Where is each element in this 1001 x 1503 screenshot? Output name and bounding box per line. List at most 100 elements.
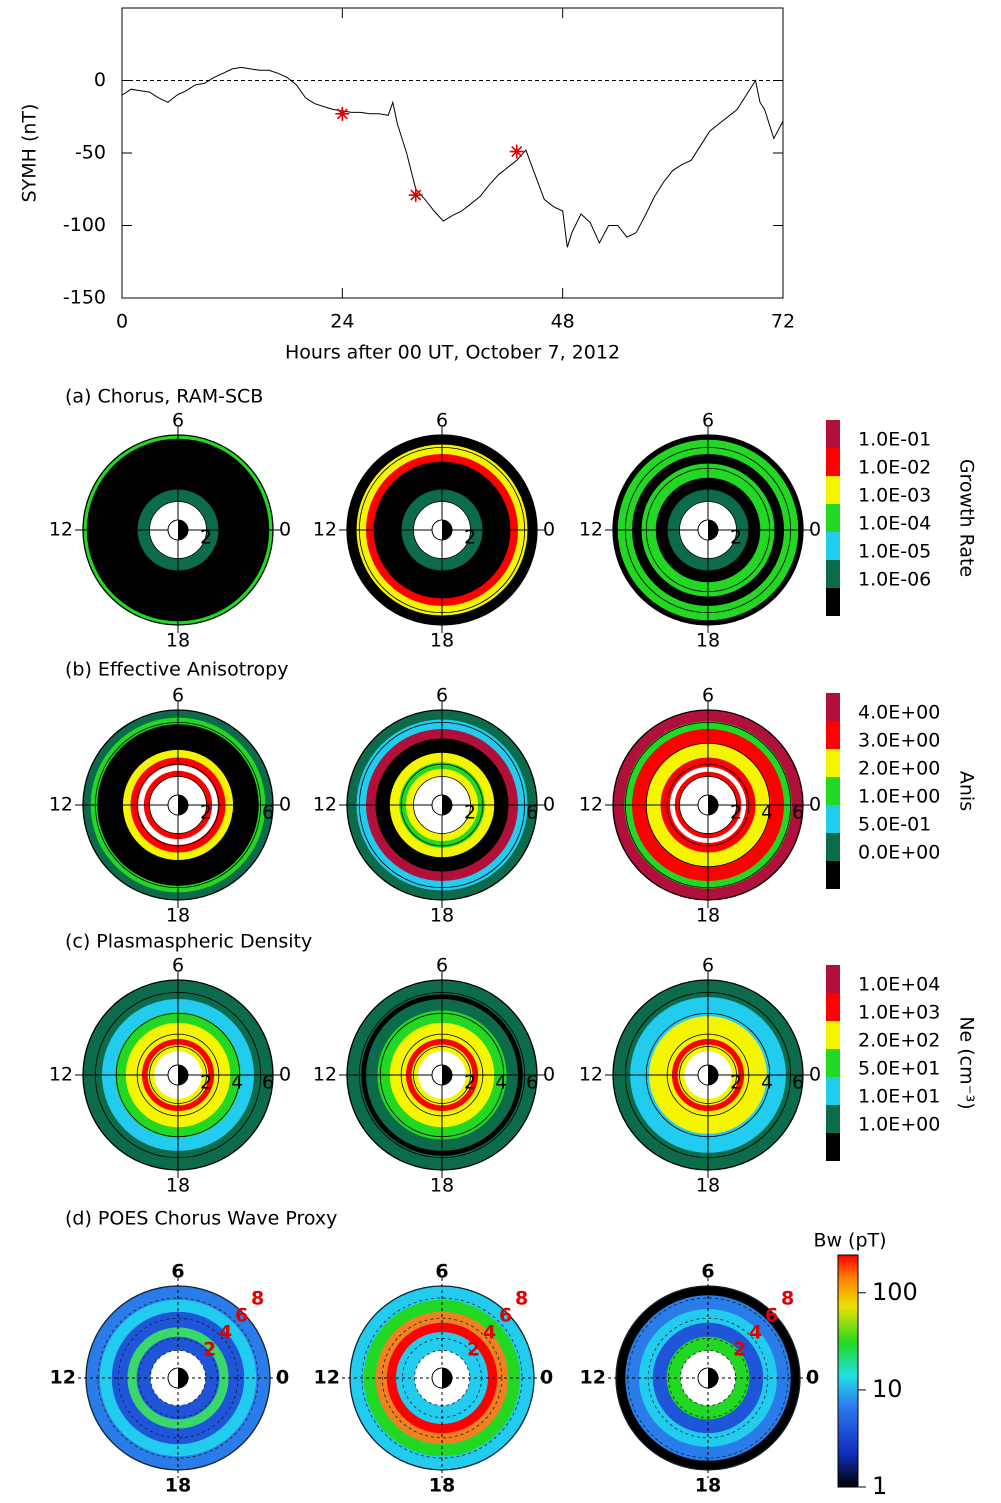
colorbar-level: 1.0E+04 bbox=[858, 974, 940, 996]
colorbar-block bbox=[826, 993, 840, 1021]
radius-label: 2 bbox=[730, 1072, 742, 1094]
panel-title: (c) Plasmaspheric Density bbox=[65, 931, 312, 953]
polar-panel: 6120182468 bbox=[580, 1261, 820, 1497]
angle-label: 18 bbox=[430, 1175, 454, 1197]
colorbar-tick-label: 100 bbox=[872, 1278, 918, 1306]
colorbar-tick-label: 10 bbox=[872, 1375, 903, 1403]
y-tick-label: -100 bbox=[63, 214, 106, 236]
colorbar-block bbox=[826, 777, 840, 805]
x-tick-label: 0 bbox=[116, 311, 128, 333]
panel-title: (d) POES Chorus Wave Proxy bbox=[65, 1208, 337, 1230]
angle-label: 6 bbox=[172, 410, 184, 432]
colorbar-block bbox=[826, 1105, 840, 1133]
radius-label: 2 bbox=[464, 802, 476, 824]
angle-label: 12 bbox=[580, 1367, 606, 1389]
radius-label: 6 bbox=[792, 1072, 804, 1094]
angle-label: 6 bbox=[436, 955, 448, 977]
angle-label: 12 bbox=[313, 794, 337, 816]
radius-label: 2 bbox=[733, 1339, 746, 1361]
radius-label: 4 bbox=[231, 802, 243, 824]
y-tick-label: 0 bbox=[94, 69, 106, 91]
angle-label: 18 bbox=[696, 630, 720, 652]
colorbar-level: 2.0E+00 bbox=[858, 758, 940, 780]
angle-label: 12 bbox=[314, 1367, 340, 1389]
figure: 02448720-50-100-150Hours after 00 UT, Oc… bbox=[0, 0, 1001, 1499]
polar-panel: 612018246 bbox=[49, 685, 291, 927]
colorbar-level: 1.0E-04 bbox=[858, 513, 931, 535]
angle-label: 0 bbox=[809, 519, 821, 541]
colorbar-block bbox=[826, 861, 840, 889]
colorbar-level: 2.0E+02 bbox=[858, 1030, 940, 1052]
radius-label: 2 bbox=[200, 802, 212, 824]
angle-label: 0 bbox=[279, 519, 291, 541]
y-axis-label: SYMH (nT) bbox=[19, 104, 41, 203]
angle-label: 0 bbox=[809, 794, 821, 816]
panel-title: (a) Chorus, RAM-SCB bbox=[65, 386, 263, 408]
radius-label: 4 bbox=[761, 1072, 773, 1094]
colorbar-level: 3.0E+00 bbox=[858, 730, 940, 752]
angle-label: 18 bbox=[166, 1175, 190, 1197]
radius-label: 2 bbox=[200, 527, 212, 549]
radius-label: 4 bbox=[483, 1322, 496, 1344]
radius-label: 4 bbox=[495, 1072, 507, 1094]
angle-label: 6 bbox=[171, 1261, 184, 1283]
colorbar-level: 1.0E-02 bbox=[858, 457, 931, 479]
angle-label: 12 bbox=[313, 519, 337, 541]
colorbar-block bbox=[826, 504, 840, 532]
colorbar-level: 1.0E+00 bbox=[858, 1114, 940, 1136]
radius-label: 8 bbox=[251, 1288, 264, 1310]
colorbar-level: 1.0E-03 bbox=[858, 485, 931, 507]
angle-label: 0 bbox=[543, 519, 555, 541]
colorbar-level: 1.0E-05 bbox=[858, 541, 931, 563]
angle-label: 18 bbox=[166, 630, 190, 652]
polar-panel: 6120182 bbox=[313, 410, 555, 652]
angle-label: 6 bbox=[702, 410, 714, 432]
angle-label: 12 bbox=[579, 794, 603, 816]
radius-label: 4 bbox=[231, 1072, 243, 1094]
angle-label: 18 bbox=[429, 1475, 455, 1497]
radius-label: 6 bbox=[526, 1072, 538, 1094]
x-tick-label: 24 bbox=[330, 311, 354, 333]
x-tick-label: 72 bbox=[771, 311, 795, 333]
colorbar-block bbox=[826, 1049, 840, 1077]
radius-label: 4 bbox=[219, 1322, 232, 1344]
colorbar-block bbox=[826, 693, 840, 721]
radius-label: 6 bbox=[235, 1305, 248, 1327]
colorbar-block bbox=[826, 1021, 840, 1049]
colorbar-level: 0.0E+00 bbox=[858, 842, 940, 864]
colorbar-level: 1.0E-01 bbox=[858, 429, 931, 451]
angle-label: 6 bbox=[702, 685, 714, 707]
angle-label: 0 bbox=[806, 1367, 819, 1389]
angle-label: 12 bbox=[49, 519, 73, 541]
colorbar-block bbox=[826, 588, 840, 616]
radius-label: 2 bbox=[730, 527, 742, 549]
colorbar-level: 5.0E-01 bbox=[858, 814, 931, 836]
angle-label: 0 bbox=[543, 794, 555, 816]
colorbar-block bbox=[826, 448, 840, 476]
colorbar-label: Bw (pT) bbox=[813, 1230, 886, 1252]
angle-label: 6 bbox=[436, 685, 448, 707]
angle-label: 6 bbox=[436, 410, 448, 432]
radius-label: 2 bbox=[467, 1339, 480, 1361]
radius-label: 8 bbox=[781, 1288, 794, 1310]
angle-label: 6 bbox=[701, 1261, 714, 1283]
radius-label: 6 bbox=[765, 1305, 778, 1327]
polar-panel: 612018246 bbox=[579, 685, 821, 927]
angle-label: 12 bbox=[49, 1064, 73, 1086]
angle-label: 6 bbox=[702, 955, 714, 977]
angle-label: 0 bbox=[809, 1064, 821, 1086]
angle-label: 6 bbox=[172, 955, 184, 977]
angle-label: 18 bbox=[695, 1475, 721, 1497]
radius-label: 4 bbox=[495, 802, 507, 824]
radius-label: 8 bbox=[515, 1288, 528, 1310]
colorbar-label: Ne (cm⁻³) bbox=[956, 1016, 978, 1109]
colorbar-block bbox=[826, 721, 840, 749]
angle-label: 12 bbox=[579, 519, 603, 541]
colorbar-level: 1.0E+01 bbox=[858, 1086, 940, 1108]
colorbar-block bbox=[826, 749, 840, 777]
angle-label: 12 bbox=[50, 1367, 76, 1389]
colorbar-block bbox=[826, 833, 840, 861]
angle-label: 12 bbox=[49, 794, 73, 816]
